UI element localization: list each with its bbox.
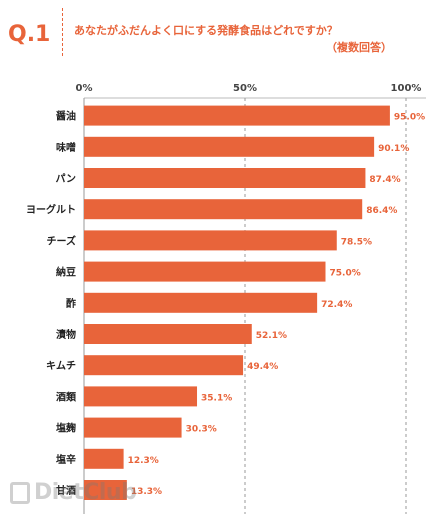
tick-label: 0% bbox=[76, 83, 93, 94]
value-label: 35.1% bbox=[201, 393, 232, 403]
category-label: 甘酒 bbox=[56, 484, 76, 497]
watermark-logo-icon bbox=[10, 482, 30, 504]
value-label: 78.5% bbox=[341, 237, 372, 247]
bar bbox=[84, 324, 252, 344]
bar bbox=[84, 386, 198, 407]
bar bbox=[84, 448, 124, 469]
watermark-text: DietClub bbox=[34, 480, 137, 505]
bar bbox=[84, 417, 182, 438]
question-subtitle: （複数回答） bbox=[326, 41, 392, 54]
bar bbox=[84, 355, 244, 376]
bar bbox=[84, 105, 390, 126]
value-label: 95.0% bbox=[394, 113, 425, 123]
category-label: 酒類 bbox=[56, 390, 77, 403]
tick-label: 100% bbox=[391, 83, 422, 94]
header-divider bbox=[62, 8, 63, 56]
category-label: 酢 bbox=[66, 297, 76, 310]
bar bbox=[84, 199, 363, 220]
category-label: 納豆 bbox=[56, 266, 76, 279]
value-label: 13.3% bbox=[131, 487, 162, 497]
category-label: 塩麹 bbox=[56, 422, 76, 435]
category-label: パン bbox=[56, 173, 77, 185]
value-label: 86.4% bbox=[366, 206, 397, 216]
bar bbox=[84, 480, 127, 500]
category-label: キムチ bbox=[46, 360, 76, 372]
category-label: 漬物 bbox=[56, 328, 76, 341]
bar bbox=[84, 292, 318, 313]
question-number: Q.1 bbox=[8, 22, 51, 47]
bar bbox=[84, 168, 366, 188]
value-label: 72.4% bbox=[321, 300, 352, 310]
category-label: チーズ bbox=[47, 234, 77, 247]
category-label: 塩辛 bbox=[56, 453, 76, 466]
value-label: 52.1% bbox=[256, 331, 287, 341]
question-title: あなたがふだんよく口にする発酵食品はどれですか？ bbox=[74, 24, 338, 37]
value-label: 75.0% bbox=[330, 269, 361, 279]
bar bbox=[84, 230, 337, 251]
category-label: 味噌 bbox=[56, 141, 76, 154]
value-label: 90.1% bbox=[378, 144, 409, 154]
value-label: 30.3% bbox=[186, 425, 217, 435]
value-label: 49.4% bbox=[247, 362, 278, 372]
watermark: DietClub bbox=[10, 480, 137, 505]
bar bbox=[84, 136, 375, 157]
tick-label: 50% bbox=[233, 83, 257, 94]
value-label: 87.4% bbox=[369, 175, 400, 185]
category-label: 醤油 bbox=[56, 110, 76, 123]
value-label: 12.3% bbox=[128, 456, 159, 466]
bar bbox=[84, 261, 326, 282]
category-label: ヨーグルト bbox=[26, 203, 76, 216]
